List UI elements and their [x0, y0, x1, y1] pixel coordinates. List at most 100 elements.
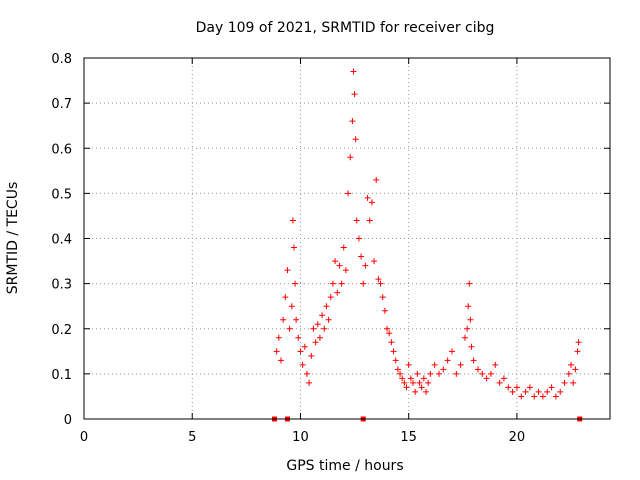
- data-point: [526, 384, 533, 391]
- data-point: [360, 280, 367, 287]
- y-tick-label: 0.1: [51, 368, 72, 383]
- data-point: [410, 379, 417, 386]
- data-point: [390, 348, 397, 355]
- y-tick-label: 0.6: [51, 142, 72, 157]
- data-point: [414, 370, 421, 377]
- data-point: [332, 258, 339, 265]
- data-point: [277, 357, 284, 364]
- data-point: [418, 384, 425, 391]
- y-axis-label: SRMTID / TECUs: [5, 182, 21, 295]
- data-point: [368, 199, 375, 206]
- data-point: [513, 384, 520, 391]
- data-point: [397, 370, 404, 377]
- data-point: [392, 357, 399, 364]
- data-point: [535, 388, 542, 395]
- data-point: [468, 343, 475, 350]
- data-point: [366, 217, 373, 224]
- data-point: [574, 348, 581, 355]
- data-point: [425, 379, 432, 386]
- y-tick-label: 0.7: [51, 97, 72, 112]
- data-point: [405, 361, 412, 368]
- data-point: [531, 393, 538, 400]
- data-point: [552, 393, 559, 400]
- data-point: [292, 280, 299, 287]
- data-point: [492, 361, 499, 368]
- data-point: [388, 339, 395, 346]
- data-point: [319, 312, 326, 319]
- x-axis-label: GPS time / hours: [286, 458, 403, 474]
- data-point: [303, 370, 310, 377]
- data-point: [568, 361, 575, 368]
- data-point: [364, 194, 371, 201]
- data-point: [299, 361, 306, 368]
- data-point: [310, 325, 317, 332]
- data-point: [479, 370, 486, 377]
- data-point: [293, 316, 300, 323]
- data-point: [377, 280, 384, 287]
- data-point: [349, 118, 356, 125]
- data-point: [314, 321, 321, 328]
- data-point: [420, 375, 427, 382]
- data-point: [440, 366, 447, 373]
- data-point: [403, 384, 410, 391]
- data-point: [401, 379, 408, 386]
- chart-title: Day 109 of 2021, SRMTID for receiver cib…: [196, 20, 495, 36]
- x-tick-label: 10: [292, 430, 309, 445]
- data-point: [575, 339, 582, 346]
- data-point: [407, 375, 414, 382]
- y-tick-label: 0.2: [51, 323, 72, 338]
- data-point: [327, 294, 334, 301]
- y-tick-label: 0.5: [51, 187, 72, 202]
- data-point: [325, 316, 332, 323]
- y-tick-label: 0.4: [51, 233, 72, 248]
- data-point: [280, 316, 287, 323]
- data-point: [470, 357, 477, 364]
- data-point: [570, 379, 577, 386]
- data-point: [312, 339, 319, 346]
- data-point: [561, 379, 568, 386]
- data-point: [466, 280, 473, 287]
- data-point: [375, 276, 382, 283]
- x-tick-label: 0: [80, 430, 88, 445]
- data-point: [500, 375, 507, 382]
- data-point: [336, 262, 343, 269]
- data-point: [345, 190, 352, 197]
- data-points: [273, 68, 582, 400]
- data-point: [358, 253, 365, 260]
- data-point: [286, 325, 293, 332]
- plot-frame: [83, 57, 611, 420]
- data-point: [379, 294, 386, 301]
- data-point: [544, 388, 551, 395]
- data-point: [334, 289, 341, 296]
- data-point: [353, 217, 360, 224]
- data-point: [465, 303, 472, 310]
- data-point: [295, 334, 302, 341]
- data-point: [509, 388, 516, 395]
- data-point: [340, 244, 347, 251]
- data-point: [467, 316, 474, 323]
- data-point: [282, 294, 289, 301]
- axis-ticks: 0 0.1 0.2 0.3 0.4 0.5 0.6 0.7 0.8 0 5 10 15 20: [51, 52, 610, 445]
- data-point: [399, 375, 406, 382]
- data-point: [522, 388, 529, 395]
- data-point: [448, 348, 455, 355]
- data-point: [273, 348, 280, 355]
- data-point: [539, 393, 546, 400]
- data-point: [323, 303, 330, 310]
- data-point: [565, 370, 572, 377]
- data-point: [338, 280, 345, 287]
- data-point: [457, 361, 464, 368]
- y-tick-label: 0.8: [51, 52, 72, 67]
- data-point: [342, 267, 349, 274]
- data-point: [301, 343, 308, 350]
- data-point: [316, 334, 323, 341]
- data-point: [412, 388, 419, 395]
- data-point: [572, 366, 579, 373]
- data-point: [427, 370, 434, 377]
- data-point: [435, 370, 442, 377]
- data-point: [289, 217, 296, 224]
- data-point: [416, 379, 423, 386]
- data-point: [290, 244, 297, 251]
- data-point: [453, 370, 460, 377]
- data-point: [518, 393, 525, 400]
